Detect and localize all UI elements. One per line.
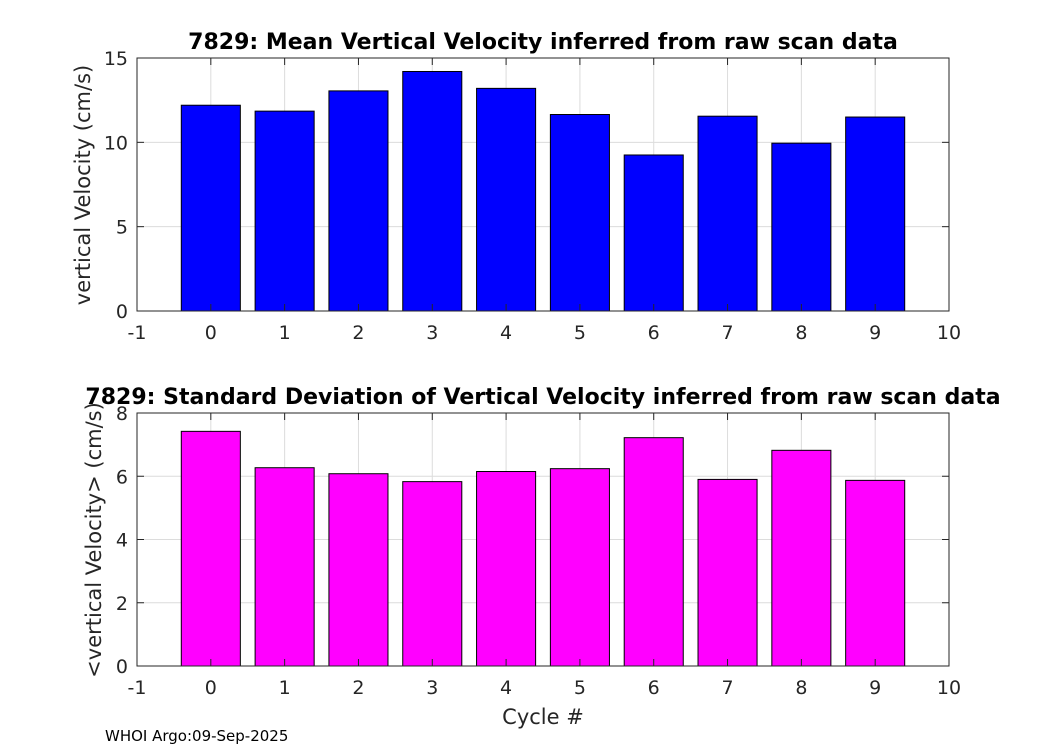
bar-cycle-6 — [623, 154, 684, 312]
y-tick-label: 0 — [116, 301, 128, 323]
bar-cycle-1 — [254, 467, 315, 667]
y-tick-label: 15 — [104, 48, 128, 70]
y-axis-label: <vertical Velocity> (cm/s) — [82, 402, 106, 678]
chart-title: 7829: Standard Deviation of Vertical Vel… — [85, 385, 1000, 410]
bar-cycle-8 — [771, 142, 832, 312]
x-tick-label: 3 — [426, 677, 438, 699]
x-tick-label: 0 — [205, 677, 217, 699]
bar-cycle-5 — [549, 114, 610, 312]
x-tick-label: 8 — [795, 677, 807, 699]
y-tick-label: 5 — [116, 217, 128, 239]
x-tick-label: 0 — [205, 322, 217, 344]
x-tick-label: 10 — [937, 322, 961, 344]
x-axis-label: Cycle # — [502, 705, 584, 729]
y-tick-label: 10 — [104, 132, 128, 154]
bar-cycle-7 — [697, 478, 758, 667]
bar-cycle-1 — [254, 110, 315, 312]
axes-box — [136, 57, 950, 312]
bar-cycle-6 — [623, 437, 684, 667]
x-tick-label: 2 — [352, 322, 364, 344]
x-tick-label: 3 — [426, 322, 438, 344]
x-tick-label: 9 — [869, 677, 881, 699]
x-tick-label: 6 — [648, 322, 660, 344]
bar-cycle-2 — [328, 473, 389, 667]
x-tick-label: 2 — [352, 677, 364, 699]
x-tick-label: 9 — [869, 322, 881, 344]
y-tick-label: 2 — [116, 593, 128, 615]
bar-cycle-7 — [697, 115, 758, 312]
x-tick-label: 10 — [937, 677, 961, 699]
chart-title: 7829: Mean Vertical Velocity inferred fr… — [188, 30, 898, 55]
x-tick-label: -1 — [128, 322, 147, 344]
tick-marks — [136, 57, 950, 312]
x-tick-label: 1 — [279, 677, 291, 699]
x-tick-label: 4 — [500, 677, 512, 699]
bar-cycle-2 — [328, 90, 389, 312]
x-tick-label: 6 — [648, 677, 660, 699]
y-tick-label: 8 — [116, 403, 128, 425]
x-tick-label: 8 — [795, 322, 807, 344]
tick-marks — [136, 412, 950, 667]
bar-cycle-9 — [845, 116, 906, 312]
y-tick-label: 0 — [116, 656, 128, 678]
x-tick-label: -1 — [128, 677, 147, 699]
bars — [180, 70, 906, 312]
y-tick-label: 4 — [116, 530, 128, 552]
x-tick-label: 7 — [721, 322, 733, 344]
bar-cycle-4 — [476, 87, 537, 312]
bar-cycle-3 — [402, 481, 463, 667]
x-tick-label: 4 — [500, 322, 512, 344]
bar-cycle-0 — [180, 104, 241, 312]
x-tick-label: 1 — [279, 322, 291, 344]
y-axis-label: vertical Velocity (cm/s) — [71, 65, 95, 305]
x-tick-label: 5 — [574, 322, 586, 344]
bars — [180, 430, 906, 667]
bar-cycle-8 — [771, 449, 832, 667]
bar-cycle-5 — [549, 468, 610, 667]
bar-cycle-0 — [180, 430, 241, 667]
bar-cycle-3 — [402, 70, 463, 312]
bar-cycle-9 — [845, 479, 906, 667]
bar-cycle-4 — [476, 471, 537, 667]
y-tick-label: 6 — [116, 466, 128, 488]
x-tick-label: 7 — [721, 677, 733, 699]
x-tick-label: 5 — [574, 677, 586, 699]
footer-credit: WHOI Argo:09-Sep-2025 — [105, 727, 288, 745]
